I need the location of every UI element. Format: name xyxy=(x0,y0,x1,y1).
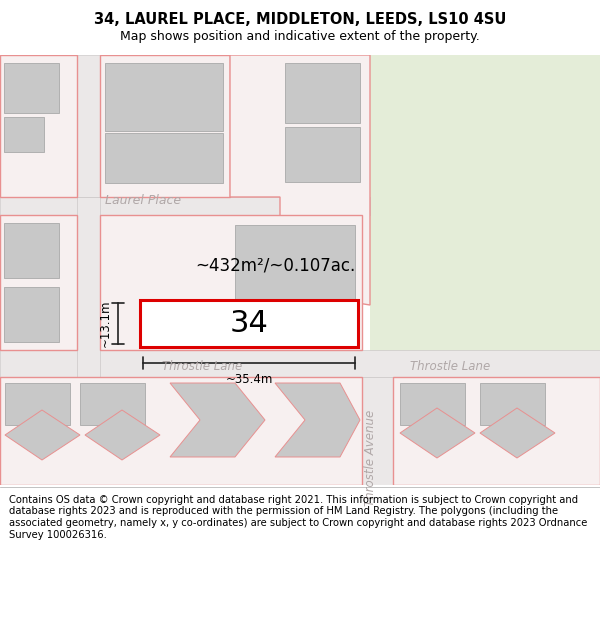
Bar xyxy=(285,63,360,123)
Bar xyxy=(4,117,44,152)
Bar xyxy=(480,383,545,425)
Text: ~13.1m: ~13.1m xyxy=(99,300,112,348)
Polygon shape xyxy=(230,55,370,305)
Bar xyxy=(285,127,360,182)
Bar xyxy=(400,383,465,425)
Polygon shape xyxy=(5,410,80,460)
Bar xyxy=(362,377,393,485)
Bar xyxy=(105,63,223,131)
Text: 34: 34 xyxy=(230,309,268,338)
Bar xyxy=(0,350,600,377)
Text: ~432m²/~0.107ac.: ~432m²/~0.107ac. xyxy=(195,256,355,274)
Text: Laurel Place: Laurel Place xyxy=(105,194,181,207)
Bar xyxy=(235,225,355,305)
Polygon shape xyxy=(170,383,265,457)
Bar xyxy=(140,300,358,347)
Polygon shape xyxy=(275,383,360,457)
Polygon shape xyxy=(0,377,362,485)
Text: 34, LAUREL PLACE, MIDDLETON, LEEDS, LS10 4SU: 34, LAUREL PLACE, MIDDLETON, LEEDS, LS10… xyxy=(94,12,506,27)
Bar xyxy=(80,383,145,425)
Polygon shape xyxy=(100,215,362,350)
Polygon shape xyxy=(480,408,555,458)
Bar xyxy=(77,197,100,377)
Bar xyxy=(5,383,70,425)
Polygon shape xyxy=(400,408,475,458)
Polygon shape xyxy=(370,55,600,365)
Bar xyxy=(4,63,59,113)
Text: Throstle Lane: Throstle Lane xyxy=(162,360,242,373)
Polygon shape xyxy=(393,377,600,485)
Bar xyxy=(105,133,223,183)
Text: ~35.4m: ~35.4m xyxy=(226,373,272,386)
Text: Contains OS data © Crown copyright and database right 2021. This information is : Contains OS data © Crown copyright and d… xyxy=(9,495,587,539)
Polygon shape xyxy=(85,410,160,460)
Text: Map shows position and indicative extent of the property.: Map shows position and indicative extent… xyxy=(120,30,480,43)
Text: Throstle Lane: Throstle Lane xyxy=(410,360,490,373)
Bar xyxy=(0,197,370,215)
Text: Throstle Avenue: Throstle Avenue xyxy=(364,410,377,506)
Bar xyxy=(4,287,59,342)
Polygon shape xyxy=(100,55,230,197)
Bar xyxy=(77,55,100,197)
Bar xyxy=(4,223,59,278)
Polygon shape xyxy=(0,55,77,197)
Polygon shape xyxy=(0,215,77,350)
